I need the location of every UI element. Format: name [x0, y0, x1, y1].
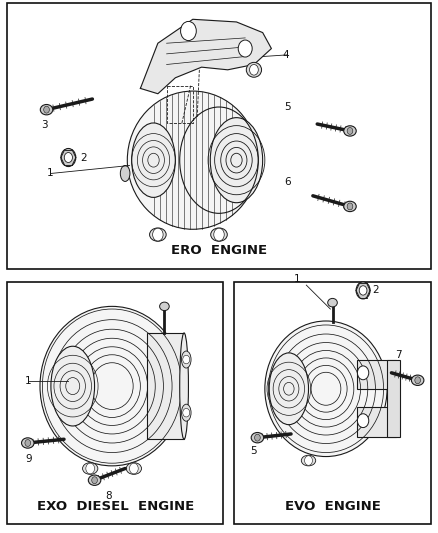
Text: 1: 1: [46, 168, 53, 179]
Text: ERO  ENGINE: ERO ENGINE: [171, 245, 267, 257]
Text: 1: 1: [25, 376, 32, 386]
Bar: [7, 282, 223, 524]
Ellipse shape: [265, 321, 387, 457]
Ellipse shape: [82, 463, 98, 474]
Circle shape: [92, 477, 97, 483]
Ellipse shape: [40, 306, 184, 466]
Ellipse shape: [211, 228, 227, 241]
Circle shape: [214, 228, 224, 241]
Ellipse shape: [210, 118, 263, 203]
Ellipse shape: [181, 351, 191, 368]
Ellipse shape: [88, 475, 101, 486]
Text: 8: 8: [106, 491, 112, 501]
Circle shape: [61, 149, 76, 166]
Circle shape: [250, 64, 258, 75]
Ellipse shape: [126, 463, 141, 474]
Circle shape: [415, 377, 420, 384]
Circle shape: [64, 152, 72, 163]
Circle shape: [180, 21, 196, 41]
Text: 5: 5: [285, 102, 291, 112]
Bar: [234, 282, 431, 524]
Ellipse shape: [344, 201, 356, 212]
Circle shape: [152, 228, 163, 241]
Bar: [357, 360, 396, 389]
Bar: [7, 3, 431, 269]
Text: 6: 6: [284, 177, 290, 187]
Ellipse shape: [150, 228, 166, 241]
Text: 9: 9: [26, 454, 32, 464]
Ellipse shape: [51, 346, 95, 426]
Bar: [147, 333, 184, 439]
Ellipse shape: [159, 302, 169, 311]
Text: 5: 5: [250, 446, 256, 456]
Ellipse shape: [246, 62, 261, 77]
Circle shape: [347, 127, 353, 134]
Circle shape: [304, 456, 312, 465]
Ellipse shape: [344, 126, 356, 136]
Ellipse shape: [180, 333, 188, 439]
Ellipse shape: [21, 438, 34, 448]
Circle shape: [44, 106, 49, 113]
Circle shape: [359, 286, 367, 295]
Ellipse shape: [251, 432, 264, 443]
Circle shape: [357, 366, 369, 379]
Ellipse shape: [181, 404, 191, 421]
Circle shape: [356, 282, 370, 299]
Circle shape: [254, 434, 260, 441]
Circle shape: [238, 40, 252, 57]
Circle shape: [130, 463, 138, 474]
Text: 4: 4: [283, 50, 289, 60]
Ellipse shape: [120, 165, 130, 181]
Bar: [357, 407, 396, 437]
Ellipse shape: [328, 298, 337, 307]
Ellipse shape: [301, 455, 316, 466]
Text: 2: 2: [80, 152, 87, 163]
Text: EXO  DIESEL  ENGINE: EXO DIESEL ENGINE: [37, 499, 194, 513]
Ellipse shape: [132, 123, 175, 197]
Text: 3: 3: [41, 120, 48, 130]
Circle shape: [357, 414, 369, 427]
Text: 7: 7: [396, 350, 402, 360]
Ellipse shape: [127, 91, 258, 229]
Ellipse shape: [269, 353, 308, 425]
Circle shape: [347, 203, 353, 210]
Circle shape: [86, 463, 95, 474]
Ellipse shape: [411, 375, 424, 385]
Ellipse shape: [40, 104, 53, 115]
Text: EVO  ENGINE: EVO ENGINE: [285, 499, 381, 513]
Bar: [387, 360, 400, 437]
Circle shape: [183, 408, 190, 417]
Circle shape: [25, 440, 31, 447]
Text: 2: 2: [373, 286, 379, 295]
Polygon shape: [141, 19, 272, 94]
Circle shape: [183, 356, 190, 364]
Text: 1: 1: [294, 273, 301, 284]
